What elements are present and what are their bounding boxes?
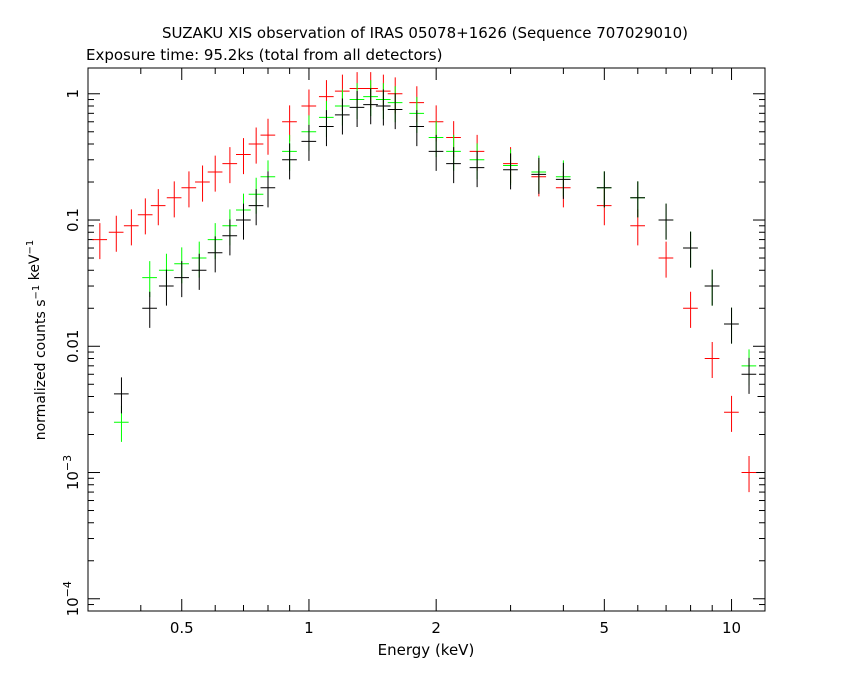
data-point [142,291,157,328]
y-axis-label: normalized counts s−1 keV−1 [25,240,49,441]
data-point [248,189,264,226]
data-point [191,253,207,290]
data-point [683,231,698,268]
data-point [123,209,139,246]
data-point [757,380,766,417]
x-tick-label: 5 [600,619,610,637]
data-point [658,241,674,278]
data-points [92,72,766,493]
data-point [596,171,612,208]
y-tick-label: 10−3 [61,455,82,490]
data-point [282,143,297,180]
data-point [469,151,485,188]
data-point [630,181,645,218]
data-point [531,157,547,194]
data-point [260,171,276,208]
data-point [363,88,378,125]
data-point [757,380,766,417]
data-point [222,219,238,256]
data-point [741,357,757,394]
data-point [248,127,264,164]
data-point [375,89,391,126]
plot-frame [87,67,766,612]
y-tick-label: 0.01 [64,330,82,363]
y-tick-label: 0.1 [64,208,82,232]
data-point [207,155,223,192]
data-point [349,90,365,127]
data-point [236,203,251,240]
data-point [260,118,276,155]
data-point [174,261,189,298]
data-point [409,110,425,147]
data-point [724,307,739,344]
data-point [704,342,720,379]
x-tick-label: 1 [304,619,314,637]
y-tick-label: 1 [64,89,82,99]
x-tick-label: 0.5 [170,619,194,637]
chart-title: SUZAKU XIS observation of IRAS 05078+162… [162,24,688,42]
series-3 [113,88,766,417]
data-point [387,93,403,130]
data-point [150,189,166,226]
chart-subtitle: Exposure time: 95.2ks (total from all de… [86,46,442,64]
data-point [334,98,350,135]
data-point [207,236,223,273]
data-point [503,153,518,190]
data-point [236,138,251,175]
x-tick-label: 10 [722,619,741,637]
data-point [741,456,757,493]
data-point [195,165,210,202]
series-1 [92,72,757,493]
data-point [704,269,720,306]
data-point [555,162,571,199]
x-tick-label: 2 [431,619,441,637]
data-point [446,147,461,184]
data-point [113,377,129,414]
data-point [181,171,197,208]
data-point [108,215,124,252]
data-point [428,134,444,171]
data-point [137,198,153,235]
x-axis-label: Energy (keV) [378,641,475,659]
data-point [318,110,334,147]
data-point [683,291,698,328]
data-point [166,181,182,218]
data-point [222,147,238,184]
data-point [658,203,674,240]
data-point [301,124,317,161]
axis-ticks: 0.5 1 2 5 10 1 0.1 0.01 10−3 10−4 [61,68,765,637]
series-2 [113,80,766,442]
y-tick-label: 10−4 [61,581,82,616]
data-point [142,261,157,298]
data-point [724,395,739,432]
data-point [92,223,108,260]
data-point [158,269,174,306]
